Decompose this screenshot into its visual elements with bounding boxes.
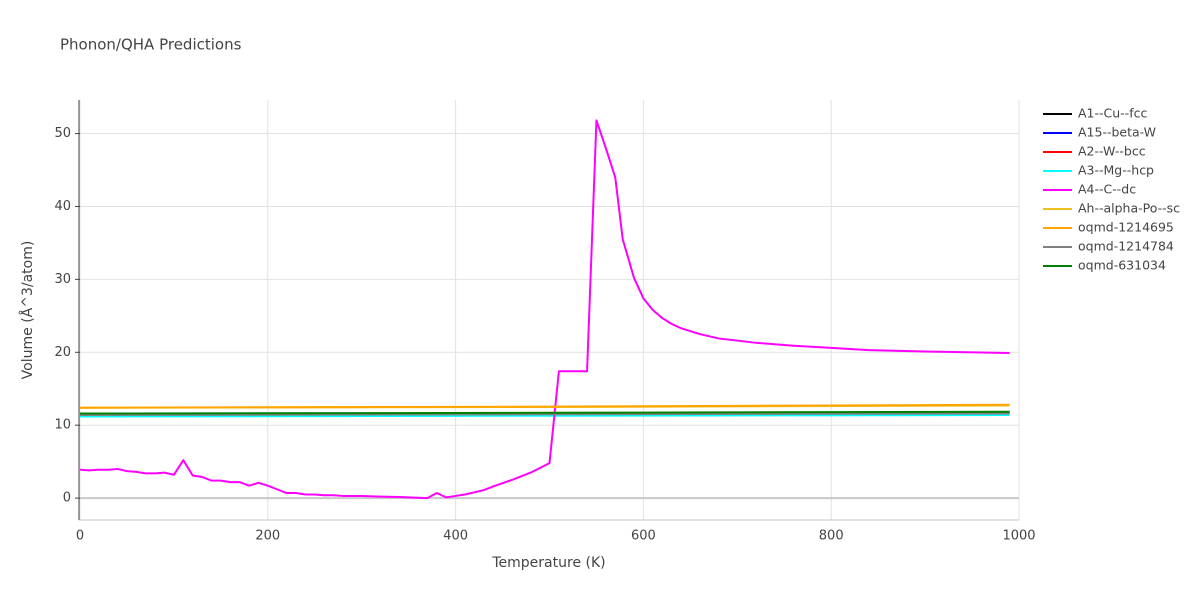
y-tick-label: 50 [54, 126, 71, 141]
legend-text: oqmd-1214695 [1078, 220, 1174, 235]
series-line [79, 412, 1010, 416]
y-tick-label: 30 [54, 272, 71, 287]
y-axis-title: Volume (Å^3/atom) [19, 241, 36, 380]
legend-text: oqmd-631034 [1078, 258, 1166, 273]
legend-text: A2--W--bcc [1078, 144, 1146, 159]
y-tick-label: 0 [63, 491, 71, 506]
x-tick-label: 1000 [1002, 529, 1035, 544]
x-tick-label: 400 [443, 529, 468, 544]
x-axis-title: Temperature (K) [491, 555, 605, 571]
series-line [79, 119, 1010, 500]
legend-text: A15--beta-W [1078, 125, 1156, 140]
legend-text: oqmd-1214784 [1078, 239, 1174, 254]
chart-title: Phonon/QHA Predictions [60, 36, 242, 54]
legend-text: A3--Mg--hcp [1078, 163, 1154, 178]
legend-text: A1--Cu--fcc [1078, 106, 1147, 121]
y-tick-label: 10 [54, 418, 71, 433]
y-tick-label: 20 [54, 345, 71, 360]
series-line [79, 414, 1010, 418]
x-tick-label: 200 [255, 529, 280, 544]
x-tick-label: 0 [76, 529, 84, 544]
series-line [79, 410, 1010, 415]
legend-text: Ah--alpha-Po--sc [1078, 201, 1180, 216]
series-line [79, 403, 1010, 409]
y-tick-label: 40 [54, 199, 71, 214]
x-tick-label: 600 [631, 529, 656, 544]
x-tick-label: 800 [819, 529, 844, 544]
legend-text: A4--C--dc [1078, 182, 1136, 197]
